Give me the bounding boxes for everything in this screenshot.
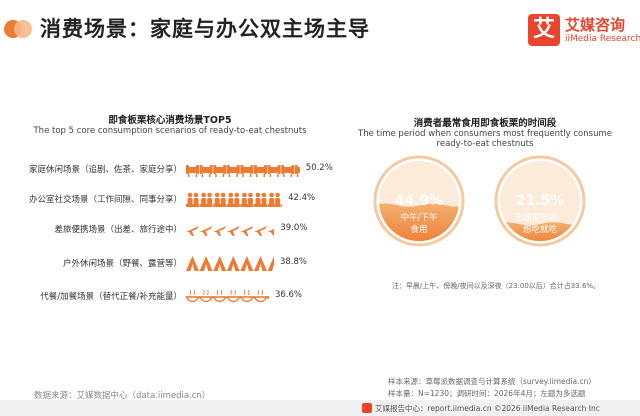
bar-icon-track (186, 254, 322, 274)
logo-text-en: iiMedia Research (565, 34, 640, 44)
bar-icon-track (186, 287, 322, 307)
circle-chart-2: 21.5% 无固定时间， 想吃就吃 (494, 155, 586, 247)
footer-text: 艾媒报告中心：report.iimedia.cn ©2026 iiMedia R… (375, 404, 600, 413)
right-chart-title-en-1: The time period when consumers most freq… (358, 129, 612, 139)
sample-source: 样本来源：草莓派数据调查与计算系统（survey.iimedia.cn） 样本量… (388, 376, 596, 400)
circle-chart-1: 44.9% 中午/下午 食用 (373, 155, 465, 247)
sofa-icon (186, 165, 300, 177)
bar (186, 220, 275, 240)
data-label: 36.6% (274, 290, 302, 300)
bar-icon-track (186, 190, 322, 210)
category-label: 差旅便携场景（出差、旅行途中） (54, 225, 182, 235)
logo-mark: 艾 (528, 14, 560, 46)
circle-1-label-line1: 中午/下午 (400, 213, 438, 223)
bar (186, 254, 274, 274)
brand-logo: 艾 艾媒咨询 iiMedia Research (528, 14, 640, 50)
bar (186, 190, 283, 210)
bar (186, 160, 300, 180)
right-chart-title-cn: 消费者最常食用即食板栗的时间段 (413, 118, 557, 129)
right-chart-title-en-2: ready-to-eat chestnuts (436, 139, 534, 149)
circle-2-label-line2: 想吃就吃 (522, 225, 557, 235)
circle-2-value: 21.5% (515, 193, 565, 209)
header: 消费场景：家庭与办公双主场主导 艾 艾媒咨询 iiMedia Research (0, 0, 640, 60)
circle-2-graphic (494, 155, 586, 247)
data-label: 38.8% (279, 257, 307, 267)
circle-1-graphic (373, 155, 465, 247)
bowl-icon (186, 289, 269, 303)
title-dot-icon-light (14, 20, 32, 38)
circle-2-ring (494, 155, 586, 247)
left-chart-title-en: The top 5 core consumption scenarios of … (33, 126, 307, 136)
bar-row: 差旅便携场景（出差、旅行途中） 39.0% (0, 220, 360, 240)
page-title: 消费场景：家庭与办公双主场主导 (40, 17, 370, 41)
bar-row: 代餐/加餐场景（替代正餐/补充能量） 36.6% (0, 287, 360, 307)
data-label: 39.0% (280, 223, 308, 233)
left-chart-title-cn: 即食板栗核心消费场景TOP5 (108, 115, 232, 126)
data-label: 50.2% (305, 163, 333, 173)
data-label: 42.4% (288, 193, 316, 203)
people-icon (186, 192, 283, 207)
right-chart-title: 消费者最常食用即食板栗的时间段 The time period when con… (350, 115, 620, 149)
circle-1-label-line2: 食用 (410, 225, 428, 235)
circle-1-label: 中午/下午 食用 (373, 212, 465, 236)
footer: 艾媒报告中心：report.iimedia.cn ©2026 iiMedia R… (0, 400, 640, 416)
plane-icon (186, 226, 275, 236)
circle-2-label-line1: 无固定时间， (514, 213, 566, 223)
bar-row: 办公室社交场景（工作间隙、同事分享） 42.4% (0, 190, 360, 210)
tent-icon (186, 256, 274, 271)
circle-2-bg (500, 161, 580, 241)
sample-source-line2: 样本量：N=1230；调研时间：2026年4月；左题为多选题 (388, 389, 586, 398)
category-label: 家庭休闲场景（追剧、佐茶、家庭分享） (28, 165, 182, 175)
bar-row: 家庭休闲场景（追剧、佐茶、家庭分享） 50.2% (0, 160, 360, 180)
circle-1-value: 44.9% (394, 193, 444, 209)
report-center-icon (362, 403, 372, 413)
chart-note: 注：早晨/上午、傍晚/夜间以及深夜（23:00以后）合计占33.6%。 (391, 282, 601, 290)
circle-2-label: 无固定时间， 想吃就吃 (494, 212, 586, 236)
bar-icon-track (186, 220, 322, 240)
bar (186, 287, 269, 307)
bar-row: 户外休闲场景（野餐、露营等） 38.8% (0, 254, 360, 274)
bar-icon-track (186, 160, 322, 180)
left-chart-title: 即食板栗核心消费场景TOP5 The top 5 core consumptio… (20, 112, 320, 136)
category-label: 户外休闲场景（野餐、露营等） (62, 259, 182, 269)
data-source: 数据来源：艾媒数据中心（data.iimedia.cn） (34, 391, 211, 401)
circle-1-ring (373, 155, 465, 247)
category-label: 办公室社交场景（工作间隙、同事分享） (28, 195, 182, 205)
logo-text-cn: 艾媒咨询 (565, 16, 626, 34)
category-label: 代餐/加餐场景（替代正餐/补充能量） (40, 292, 182, 302)
sample-source-line1: 样本来源：草莓派数据调查与计算系统（survey.iimedia.cn） (388, 377, 596, 386)
